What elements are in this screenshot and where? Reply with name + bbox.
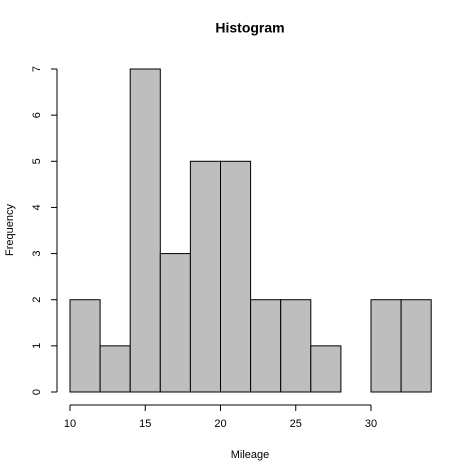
y-tick-label: 5 — [31, 158, 43, 164]
bar — [189, 160, 221, 393]
x-axis-label: Mileage — [231, 449, 270, 461]
bar — [129, 68, 161, 393]
y-tick-label: 0 — [31, 389, 43, 395]
y-tick-label: 4 — [31, 204, 43, 210]
y-tick-label: 3 — [31, 251, 43, 257]
x-tick-label: 15 — [139, 418, 151, 430]
bar — [250, 299, 282, 393]
bar — [99, 345, 131, 393]
y-tick-label: 6 — [31, 112, 43, 118]
bar — [69, 299, 101, 393]
x-tick-label: 10 — [64, 418, 76, 430]
bar — [280, 299, 312, 393]
bar — [159, 253, 191, 393]
bar — [220, 160, 252, 393]
chart-title: Histogram — [215, 20, 284, 36]
x-tick-label: 25 — [290, 418, 302, 430]
x-tick-label: 20 — [214, 418, 226, 430]
bar — [400, 299, 432, 393]
bar — [370, 299, 402, 393]
y-tick-label: 2 — [31, 297, 43, 303]
x-tick-label: 30 — [365, 418, 377, 430]
bar — [310, 345, 342, 393]
y-tick-label: 7 — [31, 66, 43, 72]
y-tick-label: 1 — [31, 343, 43, 349]
y-axis-label: Frequency — [4, 204, 16, 256]
